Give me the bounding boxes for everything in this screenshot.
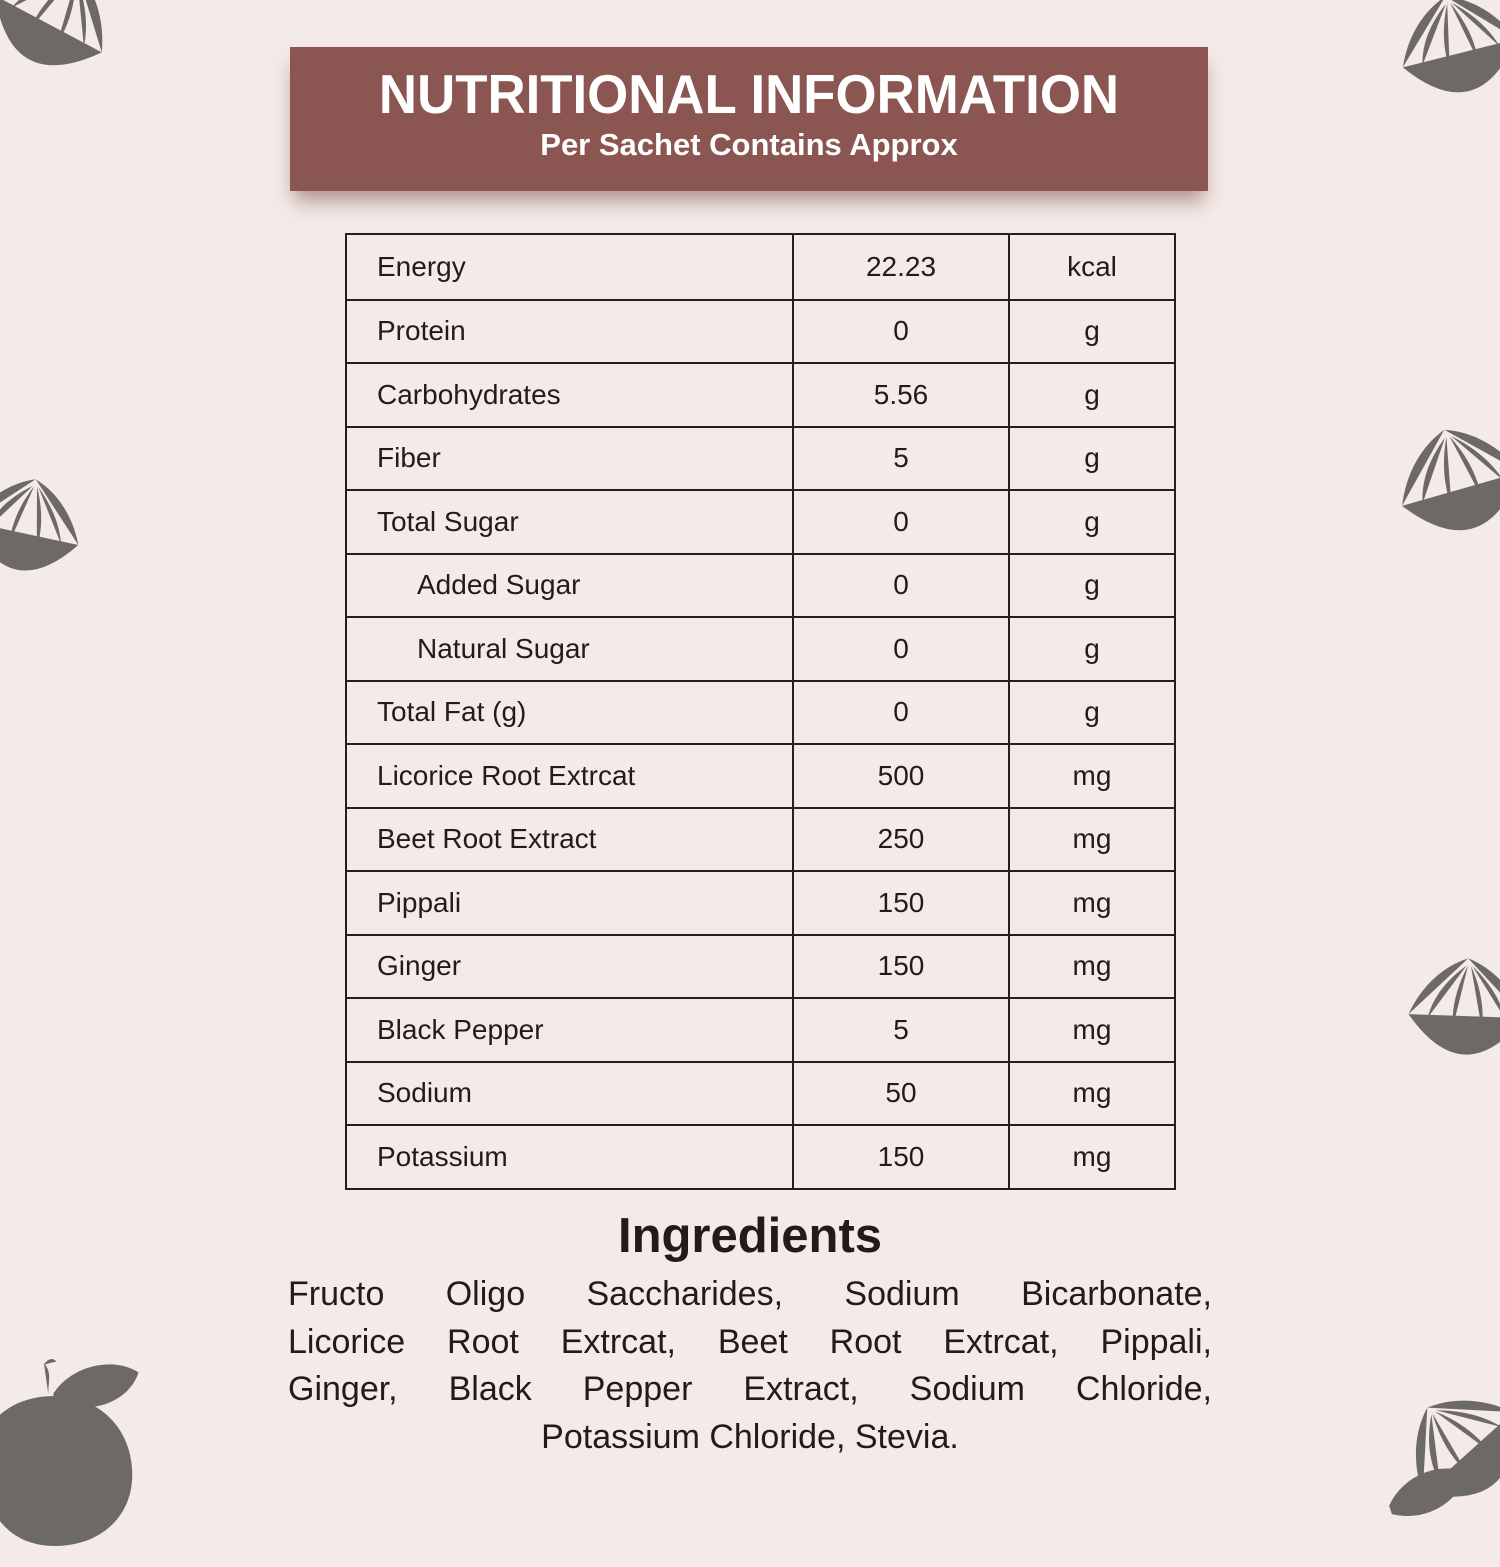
nutrient-unit-cell: g [1008,554,1174,616]
nutrient-value-cell: 500 [792,745,1008,807]
nutrient-unit-cell: g [1008,300,1174,362]
nutrient-value-cell: 0 [792,491,1008,553]
nutrient-value-cell: 50 [792,1062,1008,1124]
ingredients-line: Potassium Chloride, Stevia. [541,1417,959,1456]
nutrient-name-cell: Natural Sugar [417,632,590,664]
table-row: Licorice Root Extrcat 500 mg [347,743,1174,807]
nutrient-unit-cell: g [1008,491,1174,553]
nutrient-value-cell: 0 [792,554,1008,616]
ingredients-line: Ginger, Black Pepper Extract, Sodium Chl… [288,1370,1212,1408]
nutrient-name-cell: Energy [377,250,466,282]
nutrient-name-cell: Total Fat (g) [377,696,527,728]
table-row: Pippali 150 mg [347,870,1174,934]
whole-lemon-sketch-bottom-left [0,1358,139,1546]
nutrient-value-cell: 0 [792,618,1008,680]
nutrient-unit-cell: mg [1008,745,1174,807]
table-row: Total Sugar 0 g [347,489,1174,553]
nutrient-name-cell: Licorice Root Extrcat [377,759,636,791]
ingredients-paragraph: Fructo Oligo Saccharides, Sodium Bicarbo… [288,1271,1212,1461]
nutrient-value-cell: 5 [792,999,1008,1061]
table-row: Added Sugar 0 g [347,552,1174,616]
table-row: Carbohydrates 5.56 g [347,362,1174,426]
nutrient-name-cell: Pippali [377,886,462,918]
nutrient-name-cell: Potassium [377,1140,508,1172]
lemon-slice-sketch-bottom-right [1382,1372,1500,1524]
table-row: Fiber 5 g [347,425,1174,489]
table-row: Total Fat (g) 0 g [347,679,1174,743]
nutrient-value-cell: 150 [792,1126,1008,1188]
nutrient-unit-cell: mg [1008,935,1174,997]
nutrient-unit-cell: mg [1008,1126,1174,1188]
table-row: Sodium 50 mg [347,1060,1174,1124]
lemon-wedge-sketch-left-middle [0,468,90,582]
nutrient-name-cell: Sodium [377,1077,472,1109]
nutrient-name-cell: Beet Root Extract [377,823,597,855]
nutrient-name-cell: Total Sugar [377,505,519,537]
nutrient-name-cell: Black Pepper [377,1013,544,1045]
table-row: Ginger 150 mg [347,933,1174,997]
nutrient-unit-cell: g [1008,618,1174,680]
nutrition-table: Energy 22.23 kcal Protein 0 g Carbohydra… [345,233,1176,1190]
page-title: NUTRITIONAL INFORMATION [378,63,1120,125]
nutrient-value-cell: 150 [792,935,1008,997]
ingredients-line: Licorice Root Extrcat, Beet Root Extrcat… [288,1322,1212,1361]
nutrient-value-cell: 150 [792,872,1008,934]
nutrient-unit-cell: mg [1008,999,1174,1061]
nutrient-unit-cell: g [1008,364,1174,426]
ingredients-line: Fructo Oligo Saccharides, Sodium Bicarbo… [288,1275,1212,1313]
nutrient-value-cell: 5.56 [792,364,1008,426]
nutrient-unit-cell: g [1008,681,1174,743]
lemon-wedge-sketch-top-right [1388,0,1500,106]
nutrient-value-cell: 5 [792,427,1008,489]
lemon-wedge-sketch-top-left [0,0,123,88]
nutrient-value-cell: 250 [792,808,1008,870]
nutrient-name-cell: Protein [377,315,466,347]
lemon-wedge-sketch-right-lower [1407,956,1500,1057]
nutrient-name-cell: Carbohydrates [377,378,561,410]
table-row: Black Pepper 5 mg [347,997,1174,1061]
table-row: Beet Root Extract 250 mg [347,806,1174,870]
nutrient-value-cell: 0 [792,681,1008,743]
nutrient-name-cell: Fiber [377,442,441,474]
nutrient-name-cell: Added Sugar [417,569,581,601]
header-banner: NUTRITIONAL INFORMATION Per Sachet Conta… [290,47,1208,191]
lemon-wedge-sketch-right-middle [1385,416,1500,546]
nutrient-unit-cell: mg [1008,808,1174,870]
nutrient-value-cell: 0 [792,300,1008,362]
table-row: Protein 0 g [347,298,1174,362]
ingredients-heading: Ingredients [617,1209,883,1263]
nutrient-unit-cell: g [1008,427,1174,489]
table-row: Potassium 150 mg [347,1124,1174,1188]
nutrient-name-cell: Ginger [377,950,462,982]
nutrient-unit-cell: mg [1008,872,1174,934]
nutrient-value-cell: 22.23 [792,235,1008,299]
table-row: Energy 22.23 kcal [347,235,1174,299]
nutrient-unit-cell: kcal [1008,235,1174,299]
nutrient-unit-cell: mg [1008,1062,1174,1124]
page-subtitle: Per Sachet Contains Approx [540,127,958,162]
table-row: Natural Sugar 0 g [347,616,1174,680]
